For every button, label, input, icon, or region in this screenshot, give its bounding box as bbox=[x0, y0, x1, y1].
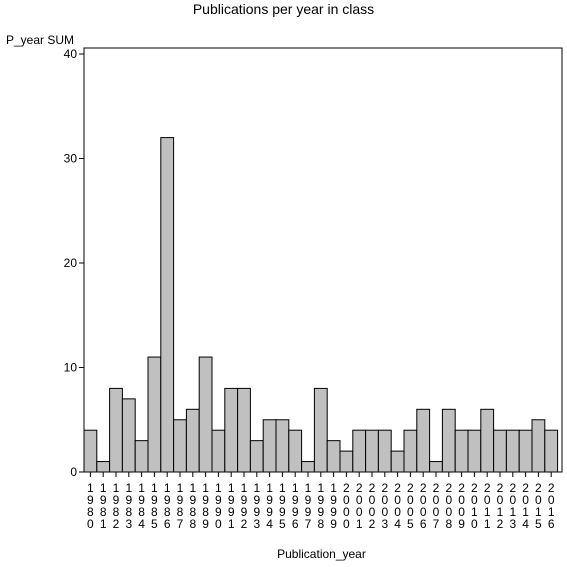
bar-2004 bbox=[390, 450, 405, 473]
bar-1989 bbox=[198, 356, 213, 473]
x-axis-label: Publication_year bbox=[277, 547, 366, 561]
bar-1997 bbox=[301, 461, 315, 473]
bar-1996 bbox=[288, 429, 303, 473]
bar-1987 bbox=[173, 419, 187, 473]
chart-title: Publications per year in class bbox=[192, 1, 375, 17]
bar-1995 bbox=[275, 419, 290, 473]
bar-1990 bbox=[211, 429, 226, 473]
bar-2011 bbox=[480, 408, 495, 473]
bar-1991 bbox=[224, 387, 239, 473]
bar-2007 bbox=[429, 461, 443, 473]
bar-2003 bbox=[377, 429, 392, 473]
bar-1988 bbox=[185, 408, 200, 473]
bar-2002 bbox=[365, 429, 379, 473]
bar-1983 bbox=[121, 398, 136, 473]
bar-2012 bbox=[493, 429, 507, 473]
y-axis: 0 10 20 30 40 bbox=[64, 47, 84, 479]
bar-1992 bbox=[237, 387, 251, 473]
y-axis-label: P_year SUM bbox=[6, 33, 75, 47]
bar-2000 bbox=[339, 450, 354, 473]
bar-2008 bbox=[441, 408, 456, 473]
bar-1984 bbox=[134, 440, 149, 473]
bar-2010 bbox=[467, 429, 482, 473]
bar-2005 bbox=[403, 429, 418, 473]
bar-2014 bbox=[518, 429, 533, 473]
x-axis: 1 9 8 0 1 9 8 1 1 9 8 2 1 9 8 3 1 9 8 4 1 9 8 5 1 9 8 6 1 9 8 7 1 9 8 8 1 9 8 9… bbox=[87, 472, 555, 531]
bar-2006 bbox=[416, 408, 431, 473]
bar-1985 bbox=[147, 356, 162, 473]
bar-1994 bbox=[262, 419, 277, 473]
bar-2009 bbox=[454, 429, 469, 473]
bar-1999 bbox=[326, 440, 341, 473]
bar-1981 bbox=[96, 461, 111, 473]
y-tick-label: 20 bbox=[64, 256, 78, 270]
bar-1980 bbox=[83, 429, 98, 473]
bar-2013 bbox=[505, 429, 520, 473]
bar-2016 bbox=[544, 429, 559, 473]
bar-1986 bbox=[160, 137, 175, 473]
bar-2001 bbox=[352, 429, 367, 473]
y-tick-label: 0 bbox=[70, 465, 77, 479]
y-tick-label: 40 bbox=[64, 47, 78, 61]
bar-1993 bbox=[249, 440, 264, 473]
bar-series bbox=[83, 137, 559, 473]
bar-1982 bbox=[109, 387, 123, 473]
bar-1998 bbox=[313, 387, 328, 473]
y-tick-label: 30 bbox=[64, 152, 78, 166]
y-tick-label: 10 bbox=[64, 361, 78, 375]
bar-2015 bbox=[531, 419, 546, 473]
